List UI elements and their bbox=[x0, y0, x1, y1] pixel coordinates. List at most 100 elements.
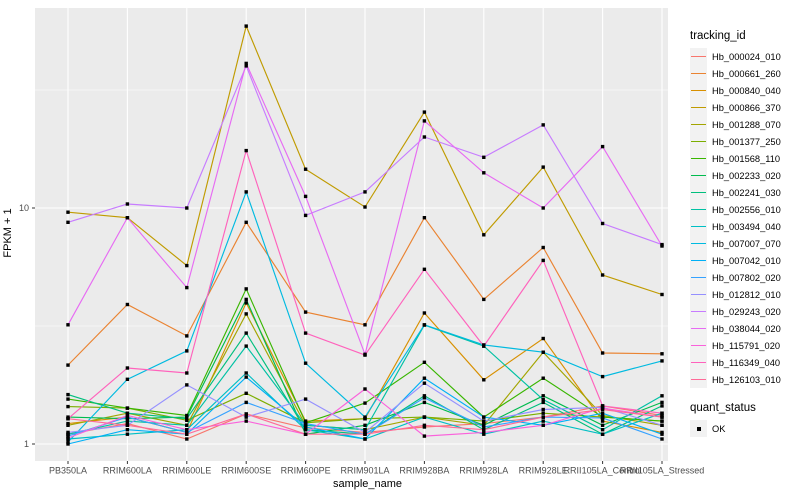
legend: tracking_id Hb_000024_010 Hb_000661_260 Hb… bbox=[676, 30, 800, 437]
data-point bbox=[66, 210, 70, 214]
x-tick-label: PB350LA bbox=[49, 466, 87, 476]
quant-status-legend: quant_status OK bbox=[676, 402, 800, 437]
data-point bbox=[66, 220, 70, 224]
data-point bbox=[244, 297, 248, 302]
y-tick-label: 1 bbox=[24, 439, 29, 449]
data-point bbox=[541, 400, 545, 405]
legend-line-swatch-icon bbox=[691, 328, 706, 329]
data-point bbox=[66, 397, 70, 401]
data-point bbox=[66, 440, 70, 444]
data-point bbox=[482, 419, 486, 423]
legend-key bbox=[690, 420, 707, 437]
x-tick-label: RRII105LA_Stressed bbox=[620, 466, 705, 476]
data-point bbox=[66, 432, 70, 436]
data-point bbox=[600, 416, 605, 420]
data-point bbox=[422, 423, 427, 427]
legend-key bbox=[690, 82, 707, 99]
data-point bbox=[303, 213, 308, 218]
legend-item: Hb_007042_010 bbox=[690, 252, 800, 269]
data-point bbox=[363, 432, 367, 436]
data-point bbox=[185, 206, 189, 210]
data-point bbox=[482, 171, 486, 175]
data-point bbox=[185, 371, 189, 375]
data-point bbox=[660, 400, 664, 405]
data-point bbox=[541, 123, 545, 127]
legend-item-label: Hb_003494_040 bbox=[712, 221, 781, 232]
legend-line-swatch-icon bbox=[691, 141, 706, 142]
legend-line-swatch-icon bbox=[691, 73, 706, 74]
data-point bbox=[600, 407, 605, 412]
legend-item: Hb_001377_250 bbox=[690, 133, 800, 150]
data-point bbox=[244, 400, 248, 405]
plot-panel bbox=[35, 8, 668, 461]
data-point bbox=[66, 434, 70, 438]
data-point bbox=[125, 216, 130, 220]
data-point bbox=[66, 436, 70, 440]
data-point bbox=[185, 430, 189, 435]
data-point bbox=[363, 323, 367, 327]
data-point bbox=[185, 263, 189, 268]
legend-key bbox=[690, 252, 707, 269]
data-point bbox=[422, 216, 427, 220]
data-point bbox=[125, 302, 130, 307]
legend-key bbox=[690, 48, 707, 65]
legend-line-swatch-icon bbox=[691, 209, 706, 210]
legend-line-swatch-icon bbox=[691, 345, 706, 346]
data-point bbox=[660, 394, 664, 398]
data-point bbox=[185, 383, 189, 387]
data-point bbox=[244, 412, 248, 416]
legend-key bbox=[690, 201, 707, 218]
y-axis-title: FPKM + 1 bbox=[2, 208, 14, 258]
data-point bbox=[303, 397, 308, 401]
data-point bbox=[422, 394, 427, 398]
legend-item: Hb_012812_010 bbox=[690, 286, 800, 303]
data-point bbox=[303, 167, 308, 171]
legend-key bbox=[690, 167, 707, 184]
data-point bbox=[303, 310, 308, 314]
legend-line-swatch-icon bbox=[691, 124, 706, 125]
data-point bbox=[363, 430, 367, 435]
data-point bbox=[244, 220, 248, 224]
legend-item-label: Hb_002233_020 bbox=[712, 170, 781, 181]
legend-title: tracking_id bbox=[690, 30, 746, 42]
legend-item-label: Hb_000024_010 bbox=[712, 51, 781, 62]
data-point bbox=[125, 423, 130, 427]
data-point bbox=[660, 419, 664, 423]
data-point bbox=[66, 430, 70, 435]
data-point bbox=[363, 190, 367, 194]
legend-line-swatch-icon bbox=[691, 192, 706, 193]
data-point bbox=[600, 411, 605, 415]
legend-item-label: Hb_007007_070 bbox=[712, 238, 781, 249]
data-point bbox=[482, 421, 486, 426]
data-point bbox=[660, 423, 664, 427]
data-point bbox=[363, 387, 367, 391]
x-tick-label: RRIM600LE bbox=[162, 466, 211, 476]
legend-item: Hb_038044_020 bbox=[690, 320, 800, 337]
x-axis-title: sample_name bbox=[333, 478, 402, 490]
data-point bbox=[541, 245, 545, 250]
data-point bbox=[66, 423, 70, 427]
data-point bbox=[482, 378, 486, 382]
data-point bbox=[244, 331, 248, 335]
data-point bbox=[422, 381, 427, 385]
legend-key bbox=[690, 133, 707, 150]
data-point bbox=[185, 334, 189, 338]
data-point bbox=[185, 423, 189, 427]
legend-item-label: Hb_000661_260 bbox=[712, 68, 781, 79]
data-point bbox=[125, 432, 130, 436]
legend-item: Hb_003494_040 bbox=[690, 218, 800, 235]
data-point bbox=[185, 432, 189, 436]
data-point bbox=[541, 411, 545, 415]
data-point bbox=[66, 417, 70, 421]
legend-item-label: Hb_000866_370 bbox=[712, 102, 781, 113]
data-point bbox=[363, 415, 367, 419]
data-point bbox=[125, 421, 130, 426]
data-point bbox=[125, 419, 130, 423]
data-point bbox=[660, 411, 664, 415]
legend-line-swatch-icon bbox=[691, 362, 706, 363]
ok-square-marker-icon bbox=[696, 426, 701, 431]
x-tick-label: RRIM600SE bbox=[221, 466, 271, 476]
legend-item-label: Hb_029243_020 bbox=[712, 306, 781, 317]
legend-item: Hb_007007_070 bbox=[690, 235, 800, 252]
x-tick-label: RRIM928LA bbox=[459, 466, 508, 476]
